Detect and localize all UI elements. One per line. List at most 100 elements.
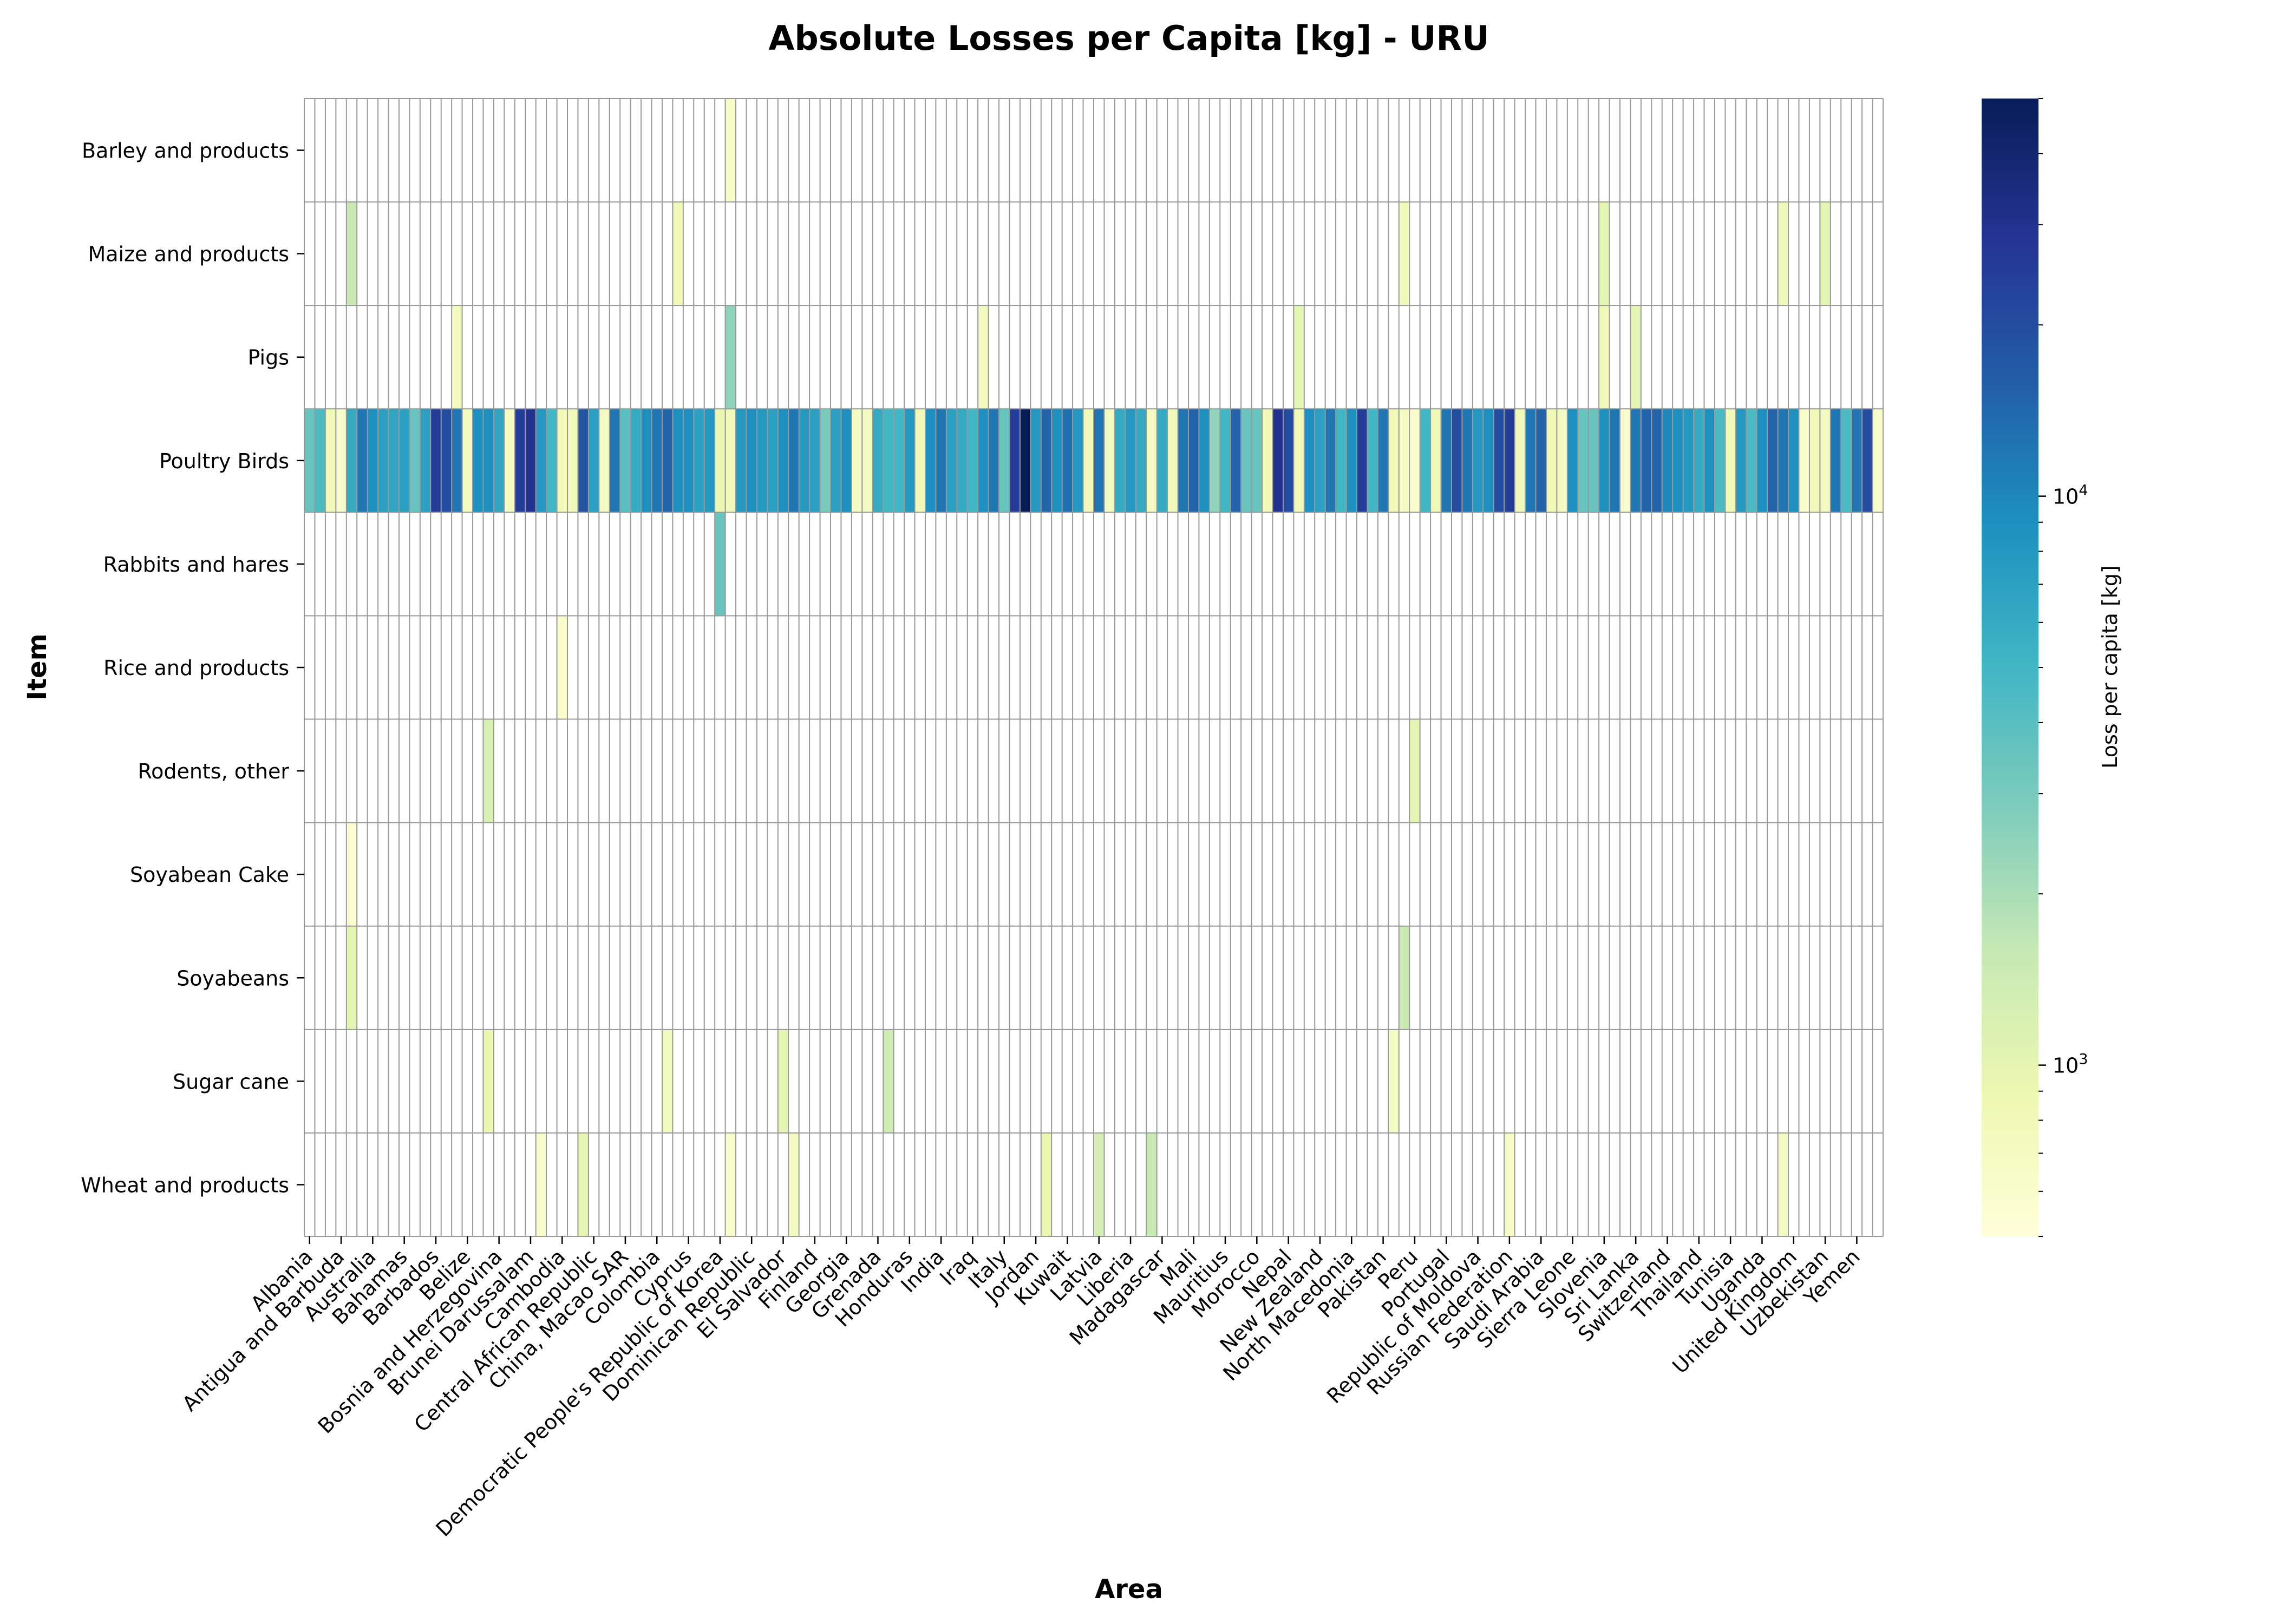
heatmap-cell xyxy=(1599,409,1610,513)
heatmap-cell xyxy=(1346,409,1357,513)
heatmap-cell xyxy=(1756,409,1768,513)
heatmap-cell xyxy=(1567,409,1578,513)
heatmap-cell xyxy=(1504,409,1515,513)
heatmap-cell xyxy=(1546,409,1557,513)
heatmap-cell xyxy=(1514,409,1526,513)
heatmap-cell xyxy=(1304,409,1315,513)
heatmap-gridlines xyxy=(304,98,1884,1237)
heatmap-cell xyxy=(1178,409,1189,513)
heatmap-cell xyxy=(1651,409,1663,513)
heatmap-cell xyxy=(893,409,905,513)
heatmap-cell xyxy=(1336,409,1347,513)
heatmap-cell xyxy=(704,409,715,513)
heatmap-cell xyxy=(1809,409,1820,513)
heatmap-cell xyxy=(1399,202,1410,306)
heatmap-cell xyxy=(715,512,726,616)
heatmap-cell xyxy=(809,409,820,513)
heatmap-cell xyxy=(1230,409,1241,513)
heatmap-cell xyxy=(1483,409,1494,513)
heatmap-cell xyxy=(651,409,663,513)
heatmap-cell xyxy=(1272,409,1284,513)
heatmap-cell xyxy=(999,409,1010,513)
heatmap-cell xyxy=(452,305,462,409)
heatmap-cell xyxy=(799,409,810,513)
heatmap-cell xyxy=(1199,409,1210,513)
colorbar-axis: 103 104 xyxy=(2038,98,2088,1237)
heatmap-cell xyxy=(1788,409,1799,513)
heatmap-cell xyxy=(514,409,526,513)
heatmap-cell xyxy=(441,409,452,513)
heatmap-cell xyxy=(1683,409,1694,513)
heatmap-cell xyxy=(1020,409,1031,513)
heatmap-cell xyxy=(1377,409,1389,513)
heatmap-cell xyxy=(988,409,999,513)
heatmap-cell xyxy=(672,409,684,513)
heatmap-cell xyxy=(1799,409,1810,513)
heatmap-cell xyxy=(1325,409,1336,513)
heatmap-cell xyxy=(904,409,915,513)
heatmap-cell xyxy=(862,409,873,513)
y-axis-title: Item xyxy=(22,633,53,700)
heatmap-cell xyxy=(1083,409,1094,513)
heatmap-cell xyxy=(525,409,536,513)
heatmap-cell xyxy=(346,822,357,926)
heatmap-cell xyxy=(756,409,768,513)
item-tick-label: Soyabeans xyxy=(177,966,289,990)
heatmap-cell xyxy=(1830,409,1841,513)
heatmap-cell xyxy=(1609,409,1620,513)
heatmap-cell xyxy=(1430,409,1441,513)
item-tick-label: Pigs xyxy=(247,346,289,370)
heatmap-cell xyxy=(1588,409,1599,513)
heatmap-cell xyxy=(1094,409,1105,513)
heatmap-cell xyxy=(1630,409,1642,513)
heatmap-cell xyxy=(683,409,694,513)
heatmap-cell xyxy=(1694,409,1704,513)
heatmap-cell xyxy=(1125,409,1136,513)
heatmap-cell xyxy=(1451,409,1462,513)
heatmap-cell xyxy=(409,409,421,513)
heatmap-cell xyxy=(1704,409,1715,513)
heatmap-cell xyxy=(1251,409,1263,513)
heatmap-cell xyxy=(535,409,547,513)
heatmap-cell xyxy=(1767,409,1778,513)
heatmap-cell xyxy=(1409,409,1420,513)
colorbar xyxy=(1982,99,2038,1236)
heatmap-cell xyxy=(336,409,347,513)
heatmap-cell xyxy=(957,409,968,513)
heatmap-cell xyxy=(630,409,642,513)
heatmap-cell xyxy=(1241,409,1252,513)
heatmap-cell xyxy=(851,409,862,513)
heatmap-cell xyxy=(1472,409,1484,513)
heatmap-cell xyxy=(978,409,989,513)
heatmap-cell xyxy=(1714,409,1726,513)
heatmap-cell xyxy=(1851,409,1863,513)
heatmap-cell xyxy=(1535,409,1547,513)
heatmap-cell xyxy=(662,409,673,513)
heatmap-cell xyxy=(936,409,947,513)
heatmap-cell xyxy=(1146,1132,1157,1236)
heatmap-cell xyxy=(430,409,442,513)
item-tick-label: Maize and products xyxy=(88,243,289,266)
heatmap-cell xyxy=(398,409,410,513)
colorbar-label: Loss per capita [kg] xyxy=(2098,565,2122,769)
heatmap-cell xyxy=(1599,305,1610,409)
heatmap-cell xyxy=(788,409,799,513)
item-tick-label: Rabbits and hares xyxy=(103,553,289,577)
heatmap-cell xyxy=(1188,409,1199,513)
heatmap-cell xyxy=(1209,409,1220,513)
heatmap-cell xyxy=(1641,409,1652,513)
heatmap-cell xyxy=(483,409,494,513)
heatmap-cell xyxy=(304,409,315,513)
heatmap-cell xyxy=(452,409,462,513)
heatmap-cell xyxy=(1820,409,1831,513)
heatmap-cell xyxy=(1399,409,1410,513)
heatmap-cell xyxy=(578,409,589,513)
heatmap-cell xyxy=(841,409,852,513)
heatmap-cell xyxy=(788,1132,799,1236)
heatmap-cell xyxy=(1009,409,1021,513)
item-tick-label: Wheat and products xyxy=(81,1173,289,1197)
heatmap-cell xyxy=(535,1132,547,1236)
heatmap-cell xyxy=(420,409,431,513)
heatmap-cell xyxy=(1462,409,1473,513)
